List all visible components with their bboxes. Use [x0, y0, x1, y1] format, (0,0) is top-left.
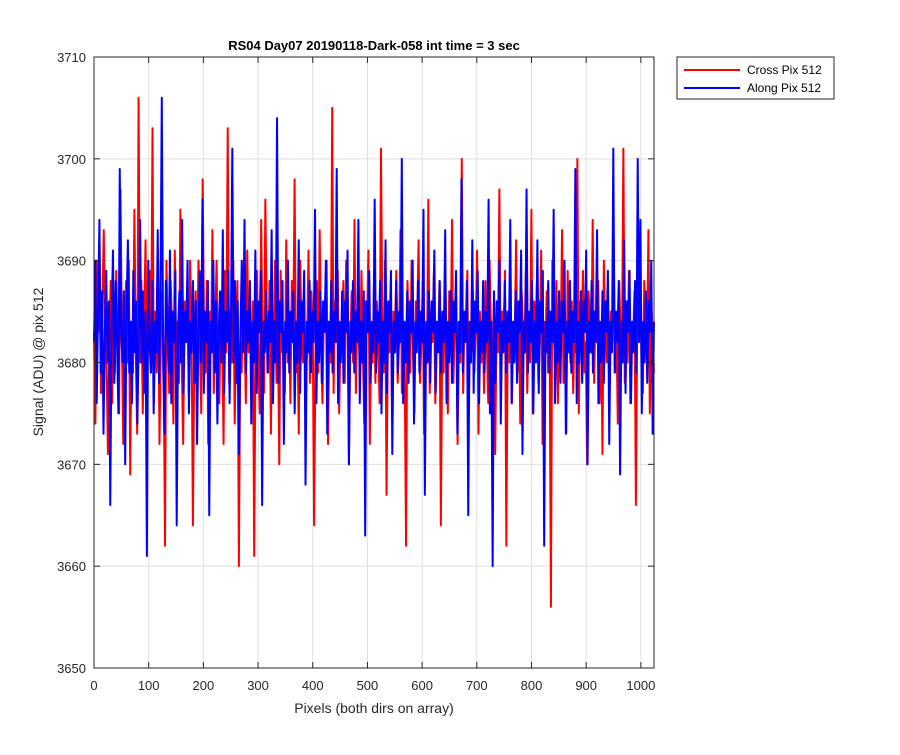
legend-label-along: Along Pix 512	[747, 81, 821, 95]
x-axis-label: Pixels (both dirs on array)	[294, 700, 454, 716]
x-tick-label: 1000	[626, 678, 655, 693]
x-tick-label: 500	[357, 678, 379, 693]
series-line-along-pix	[93, 96, 655, 568]
y-tick-label: 3710	[57, 50, 86, 65]
legend-box	[676, 56, 835, 100]
series-layer	[93, 96, 655, 608]
x-tick-label: 0	[90, 678, 97, 693]
legend-label-cross: Cross Pix 512	[747, 63, 822, 77]
x-tick-label: 900	[575, 678, 597, 693]
tick-labels: 0 100 200 300 400 500 600 700 800 900 1000 3650 3660…	[57, 50, 655, 693]
x-tick-label: 200	[193, 678, 215, 693]
x-tick-label: 100	[138, 678, 160, 693]
y-tick-label: 3670	[57, 457, 86, 472]
y-axis-label: Signal (ADU) @ pix 512	[30, 287, 46, 436]
x-tick-label: 300	[247, 678, 269, 693]
axis-ticks	[93, 56, 654, 669]
y-tick-label: 3690	[57, 254, 86, 269]
y-tick-label: 3700	[57, 152, 86, 167]
x-tick-label: 700	[466, 678, 488, 693]
y-tick-label: 3660	[57, 559, 86, 574]
y-tick-label: 3650	[57, 661, 86, 676]
x-tick-label: 600	[411, 678, 433, 693]
chart-title: RS04 Day07 20190118-Dark-058 int time = …	[228, 38, 520, 53]
x-tick-label: 400	[302, 678, 324, 693]
legend: Cross Pix 512 Along Pix 512	[676, 56, 835, 100]
x-tick-label: 800	[521, 678, 543, 693]
y-tick-label: 3680	[57, 356, 86, 371]
